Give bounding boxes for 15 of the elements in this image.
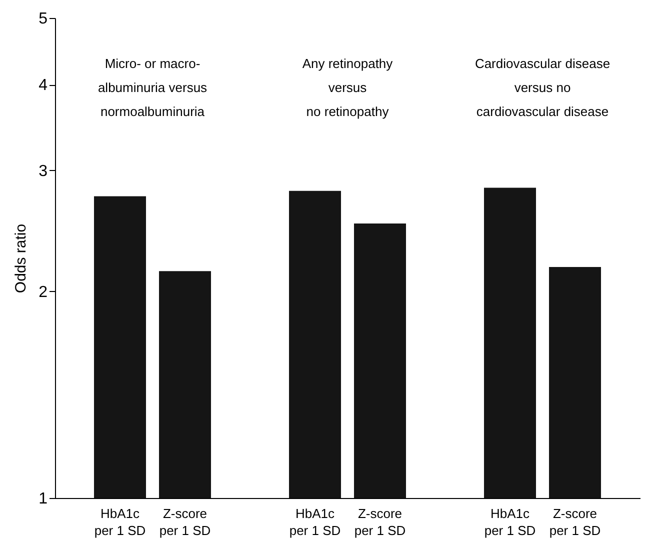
x-tick-label: HbA1c per 1 SD: [94, 506, 146, 538]
y-tick-label: 1: [38, 490, 48, 508]
y-tick-label: 5: [38, 10, 48, 28]
annotation: Micro- or macro- albuminuria versus normoalbuminuria: [98, 56, 208, 119]
x-tick-label: HbA1c per 1 SD: [289, 506, 341, 538]
annotation: Cardiovascular disease versus no cardiovascular disease: [474, 56, 610, 119]
y-tick-label: 4: [38, 77, 48, 94]
x-tick-label: HbA1c per 1 SD: [484, 506, 536, 538]
y-axis-title: Odds ratio: [12, 224, 30, 294]
annotation: Any retinopathy versus no retinopathy: [302, 56, 394, 119]
y-tick-label: 2: [38, 284, 48, 301]
x-tick-label: Z-score per 1 SD: [159, 506, 211, 538]
x-tick-label: Z-score per 1 SD: [354, 506, 406, 538]
y-tick-label: 3: [38, 162, 48, 180]
x-tick-label: Z-score per 1 SD: [549, 506, 601, 538]
